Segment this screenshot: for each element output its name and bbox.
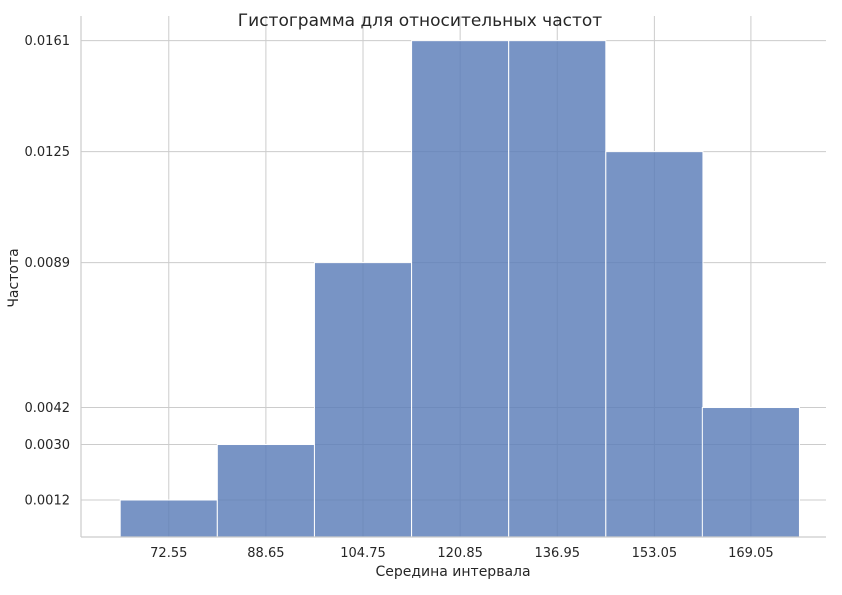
x-tick-label: 104.75 [340, 546, 386, 561]
histogram-bar [216, 444, 315, 538]
x-tick-label: 72.55 [150, 546, 187, 561]
histogram-bar [701, 407, 800, 538]
y-tick-label: 0.0042 [25, 401, 71, 416]
y-tick-label: 0.0125 [25, 145, 71, 160]
x-tick-label: 88.65 [247, 546, 284, 561]
y-axis-title: Частота [6, 248, 22, 307]
histogram-bars [119, 40, 800, 538]
y-tick-label: 0.0161 [25, 34, 71, 49]
x-tick-label: 120.85 [437, 546, 483, 561]
histogram-bar [313, 262, 413, 538]
histogram-bar [508, 40, 607, 538]
histogram-bar [605, 151, 704, 538]
x-tick-label: 136.95 [535, 546, 581, 561]
x-axis-title: Середина интервала [375, 564, 530, 580]
chart-title: Гистограмма для относительных частот [238, 11, 603, 31]
x-tick-labels: 72.55 88.65 104.75 120.85 136.95 153.05 169.05 [150, 546, 773, 561]
y-tick-label: 0.0030 [25, 438, 71, 453]
y-tick-labels: 0.0012 0.0030 0.0042 0.0089 0.0125 0.0161 [25, 34, 71, 508]
x-tick-label: 169.05 [728, 546, 774, 561]
y-tick-label: 0.0012 [25, 494, 71, 509]
y-tick-label: 0.0089 [25, 256, 71, 271]
x-tick-label: 153.05 [632, 546, 678, 561]
histogram-bar [411, 40, 510, 538]
histogram-bar [119, 499, 218, 538]
